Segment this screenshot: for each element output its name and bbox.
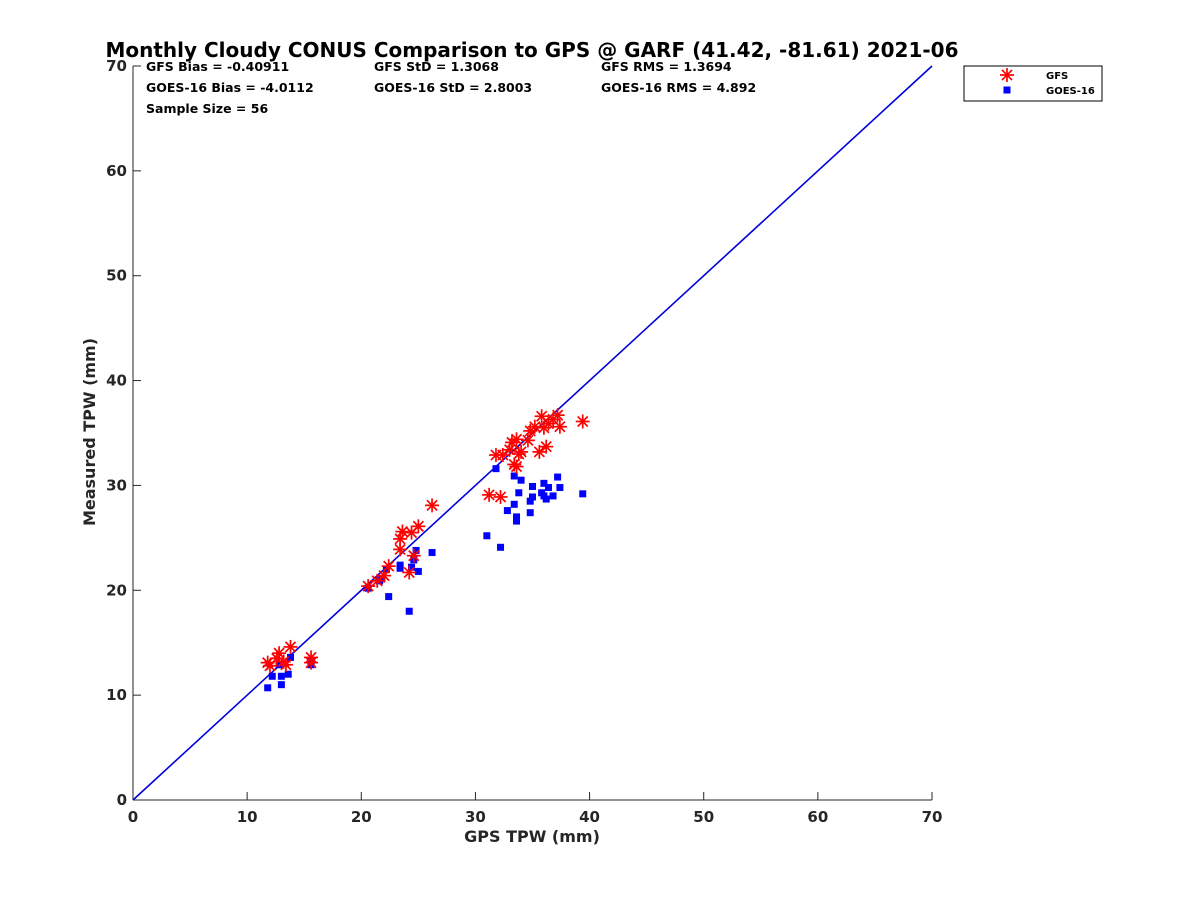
goes16-point bbox=[544, 484, 552, 492]
goes16-point bbox=[556, 484, 564, 492]
gfs-point bbox=[550, 408, 565, 423]
goes16-point bbox=[264, 684, 272, 692]
y-tick-label: 10 bbox=[106, 686, 127, 704]
goes16-point bbox=[492, 465, 500, 473]
gfs-point bbox=[514, 444, 529, 459]
gfs-point bbox=[509, 459, 524, 474]
goes16-point bbox=[579, 490, 587, 498]
gfs-point bbox=[406, 548, 421, 563]
gfs-point bbox=[425, 498, 440, 513]
gfs-point bbox=[493, 489, 508, 504]
goes16-point bbox=[554, 473, 562, 481]
gfs-point bbox=[527, 419, 542, 434]
legend-goes-label: GOES-16 bbox=[1046, 86, 1095, 97]
goes16-point bbox=[515, 489, 523, 497]
gfs-rms-text: GFS RMS = 1.3694 bbox=[601, 59, 732, 74]
gfs-point bbox=[402, 565, 417, 580]
goes16-point bbox=[405, 607, 413, 615]
goes16-point bbox=[526, 509, 534, 517]
legend-gfs-symbol bbox=[1000, 68, 1014, 82]
gfs-point bbox=[482, 487, 497, 502]
gfs-point bbox=[411, 519, 426, 534]
legend-gfs-marker bbox=[1000, 68, 1014, 82]
gfs-point bbox=[395, 524, 410, 539]
goes16-point bbox=[542, 495, 550, 503]
gfs-point bbox=[278, 657, 293, 672]
x-tick-label: 50 bbox=[693, 808, 714, 826]
legend: GFS GOES-16 bbox=[963, 65, 1103, 102]
goes-bias-text: GOES-16 Bias = -4.0112 bbox=[146, 80, 314, 95]
goes16-point bbox=[510, 472, 518, 480]
x-tick-label: 20 bbox=[351, 808, 372, 826]
gfs-point bbox=[361, 579, 376, 594]
x-tick-label: 60 bbox=[807, 808, 828, 826]
gfs-point bbox=[520, 433, 535, 448]
y-tick-label: 30 bbox=[106, 476, 127, 494]
y-axis-label: Measured TPW (mm) bbox=[80, 338, 99, 526]
goes16-point bbox=[483, 532, 491, 540]
goes16-point bbox=[277, 681, 285, 689]
y-tick-label: 40 bbox=[106, 372, 127, 390]
goes16-point bbox=[414, 567, 422, 575]
goes16-point bbox=[287, 653, 295, 661]
y-tick-label: 20 bbox=[106, 581, 127, 599]
y-tick-label: 0 bbox=[117, 791, 127, 809]
goes16-point bbox=[385, 593, 393, 601]
goes16-point bbox=[268, 672, 276, 680]
gfs-point bbox=[381, 559, 396, 574]
sample-size-text: Sample Size = 56 bbox=[146, 101, 268, 116]
x-tick-label: 0 bbox=[128, 808, 138, 826]
data-points bbox=[260, 408, 590, 692]
legend-box bbox=[963, 65, 1103, 102]
y-tick-label: 60 bbox=[106, 162, 127, 180]
x-tick-label: 10 bbox=[237, 808, 258, 826]
y-tick-label: 70 bbox=[106, 57, 127, 75]
goes16-point bbox=[513, 513, 521, 521]
goes16-point bbox=[284, 670, 292, 678]
legend-gfs-label: GFS bbox=[1046, 71, 1068, 82]
goes16-point bbox=[517, 476, 525, 484]
goes16-point bbox=[529, 493, 536, 501]
gfs-point bbox=[552, 419, 567, 434]
goes16-point bbox=[540, 479, 548, 487]
goes-rms-text: GOES-16 RMS = 4.892 bbox=[601, 80, 756, 95]
x-tick-label: 30 bbox=[465, 808, 486, 826]
axes: 0 10 20 30 40 50 60 70 0 10 20 30 40 50 60 70 bbox=[106, 57, 942, 826]
goes16-point bbox=[277, 672, 285, 680]
goes16-point bbox=[526, 497, 534, 505]
gfs-point bbox=[575, 414, 590, 429]
chart-title: Monthly Cloudy CONUS Comparison to GPS @… bbox=[105, 38, 958, 62]
x-tick-label: 40 bbox=[579, 808, 600, 826]
goes16-point bbox=[412, 546, 420, 554]
gfs-bias-text: GFS Bias = -0.40911 bbox=[146, 59, 289, 74]
goes16-point bbox=[396, 561, 404, 569]
goes-std-text: GOES-16 StD = 2.8003 bbox=[374, 80, 532, 95]
gfs-point bbox=[370, 573, 385, 588]
goes16-point bbox=[529, 482, 536, 490]
goes16-point bbox=[428, 549, 436, 557]
goes16-point bbox=[510, 500, 518, 508]
gfs-point bbox=[304, 655, 319, 670]
goes16-point bbox=[497, 543, 505, 551]
gfs-point bbox=[283, 639, 298, 654]
x-axis-label: GPS TPW (mm) bbox=[464, 827, 600, 846]
gfs-point bbox=[509, 432, 524, 447]
legend-goes-symbol bbox=[1003, 86, 1011, 94]
goes16-point bbox=[408, 563, 416, 571]
goes16-point bbox=[513, 517, 521, 525]
stats-annotations: GFS Bias = -0.40911 GFS StD = 1.3068 GFS… bbox=[146, 59, 756, 116]
gfs-std-text: GFS StD = 1.3068 bbox=[374, 59, 499, 74]
y-tick-label: 50 bbox=[106, 267, 127, 285]
gfs-point bbox=[539, 439, 554, 454]
legend-goes-marker bbox=[1003, 86, 1011, 94]
goes16-point bbox=[549, 492, 557, 500]
x-tick-label: 70 bbox=[922, 808, 943, 826]
goes16-point bbox=[503, 507, 511, 515]
